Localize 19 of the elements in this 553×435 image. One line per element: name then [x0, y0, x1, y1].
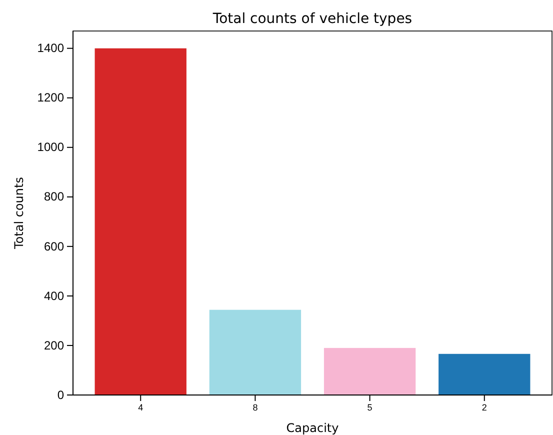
bar [94, 48, 186, 395]
x-axis-title: Capacity [286, 421, 339, 435]
x-tick-label: 5 [367, 402, 372, 412]
y-axis-title: Total counts [12, 177, 26, 250]
y-tick-label: 800 [44, 190, 64, 204]
y-tick-label: 600 [44, 239, 64, 254]
y-tick-label: 1000 [37, 140, 64, 154]
x-tick-label: 2 [482, 402, 487, 412]
x-tick-label: 4 [138, 402, 144, 412]
x-tick-label: 8 [252, 402, 258, 412]
bar [438, 354, 530, 395]
chart-title: Total counts of vehicle types [212, 11, 412, 27]
y-tick-label: 1400 [37, 41, 64, 56]
y-tick-label: 200 [44, 338, 64, 352]
y-tick-label: 0 [57, 388, 64, 402]
bar [209, 310, 302, 395]
y-tick-label: 400 [44, 288, 64, 303]
y-tick-label: 1200 [37, 90, 64, 105]
bar [324, 348, 416, 395]
